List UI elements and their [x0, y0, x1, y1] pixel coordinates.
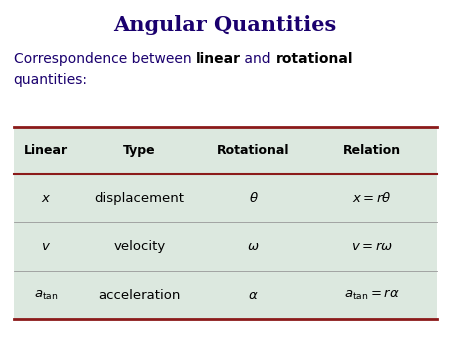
Text: $v$: $v$ — [41, 240, 51, 253]
Text: $x$: $x$ — [41, 192, 51, 205]
Text: $\theta$: $\theta$ — [248, 191, 258, 205]
Text: $\omega$: $\omega$ — [248, 240, 260, 253]
Text: Rotational: Rotational — [217, 144, 290, 157]
Text: linear: linear — [195, 52, 240, 66]
Text: velocity: velocity — [113, 240, 166, 253]
Text: quantities:: quantities: — [14, 73, 87, 87]
Text: Correspondence between: Correspondence between — [14, 52, 195, 66]
FancyBboxPatch shape — [14, 127, 436, 319]
Text: $v = r\omega$: $v = r\omega$ — [351, 240, 393, 253]
Text: acceleration: acceleration — [98, 289, 180, 302]
Text: Linear: Linear — [24, 144, 68, 157]
Text: and: and — [240, 52, 275, 66]
Text: Type: Type — [123, 144, 156, 157]
Text: Relation: Relation — [343, 144, 401, 157]
Text: $a_{\rm tan} = r\alpha$: $a_{\rm tan} = r\alpha$ — [344, 288, 400, 302]
Text: $x = r\theta$: $x = r\theta$ — [352, 191, 392, 205]
Text: Angular Quantities: Angular Quantities — [113, 15, 337, 35]
Text: rotational: rotational — [275, 52, 353, 66]
Text: displacement: displacement — [94, 192, 184, 205]
Text: $\alpha$: $\alpha$ — [248, 289, 259, 302]
Text: $a_{\rm tan}$: $a_{\rm tan}$ — [34, 289, 58, 302]
